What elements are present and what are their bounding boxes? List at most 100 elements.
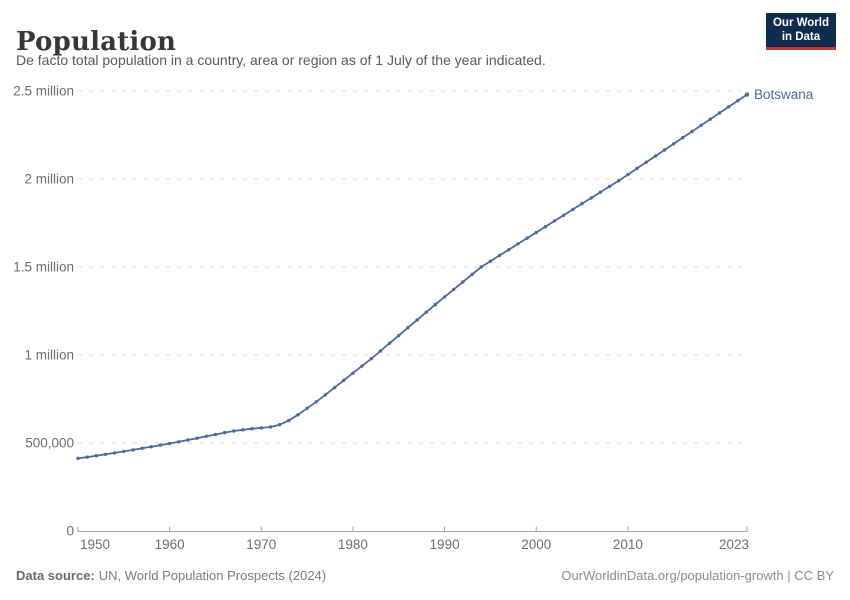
data-point[interactable] xyxy=(131,448,135,452)
x-axis-tick-label: 1960 xyxy=(155,537,185,552)
data-point[interactable] xyxy=(213,432,218,437)
data-point[interactable] xyxy=(580,201,584,206)
data-point[interactable] xyxy=(607,184,612,189)
data-point[interactable] xyxy=(699,123,703,128)
data-point[interactable] xyxy=(727,105,731,109)
data-point[interactable] xyxy=(617,179,621,183)
data-point[interactable] xyxy=(387,341,392,345)
data-point[interactable] xyxy=(653,154,658,158)
page-title: Population xyxy=(16,27,177,58)
y-axis-tick-label: 1 million xyxy=(24,348,74,363)
data-point[interactable] xyxy=(94,454,99,458)
x-axis-tick-label: 2000 xyxy=(521,537,551,552)
data-point[interactable] xyxy=(268,425,273,429)
data-point[interactable] xyxy=(76,456,80,460)
x-axis-tick-label: 2010 xyxy=(613,537,643,552)
data-point[interactable] xyxy=(204,434,208,438)
data-point[interactable] xyxy=(140,446,144,450)
data-point[interactable] xyxy=(543,225,548,229)
data-point[interactable] xyxy=(525,236,529,240)
data-point[interactable] xyxy=(452,287,456,292)
data-point[interactable] xyxy=(177,440,181,444)
x-axis-tick-label: 2023 xyxy=(719,537,749,552)
data-point[interactable] xyxy=(681,135,685,140)
y-axis-tick-label: 2.5 million xyxy=(13,84,74,99)
data-point[interactable] xyxy=(497,253,502,258)
data-point[interactable] xyxy=(296,413,300,417)
x-axis-tick-label: 1980 xyxy=(338,537,368,552)
data-point[interactable] xyxy=(589,196,593,200)
x-axis-tick-label: 1970 xyxy=(246,537,276,552)
data-point[interactable] xyxy=(305,406,309,410)
data-point[interactable] xyxy=(736,99,740,103)
data-point[interactable] xyxy=(332,385,337,390)
data-point[interactable] xyxy=(195,436,199,440)
data-point[interactable] xyxy=(122,449,126,454)
data-point[interactable] xyxy=(222,430,227,435)
data-point[interactable] xyxy=(470,272,474,277)
y-axis-tick-label: 500,000 xyxy=(25,436,74,451)
data-point[interactable] xyxy=(415,318,419,322)
data-point[interactable] xyxy=(571,207,575,212)
data-point[interactable] xyxy=(424,310,428,314)
data-point[interactable] xyxy=(461,280,465,284)
data-point[interactable] xyxy=(552,219,557,223)
chart-footer: Data source: UN, World Population Prospec… xyxy=(16,568,834,583)
data-point[interactable] xyxy=(167,441,172,446)
data-point[interactable] xyxy=(277,423,282,427)
data-point[interactable] xyxy=(442,295,447,299)
data-point[interactable] xyxy=(149,445,153,449)
data-point[interactable] xyxy=(259,426,263,430)
data-point[interactable] xyxy=(644,160,648,164)
data-point[interactable] xyxy=(708,117,712,121)
y-axis-tick-label: 2 million xyxy=(24,172,74,187)
data-point[interactable] xyxy=(534,230,538,235)
data-point[interactable] xyxy=(717,111,722,115)
data-point[interactable] xyxy=(158,443,163,447)
data-point[interactable] xyxy=(562,213,566,217)
owid-logo[interactable]: Our World in Data xyxy=(765,13,836,50)
attribution-link[interactable]: OurWorldinData.org/population-growth | C… xyxy=(561,568,834,583)
data-point[interactable] xyxy=(662,148,667,152)
data-point[interactable] xyxy=(598,190,603,194)
data-point[interactable] xyxy=(232,429,236,433)
data-point[interactable] xyxy=(690,129,694,134)
data-source: Data source: UN, World Population Prospec… xyxy=(16,568,326,583)
data-point[interactable] xyxy=(479,265,483,269)
data-point[interactable] xyxy=(433,302,438,307)
data-point[interactable] xyxy=(378,349,383,353)
data-point[interactable] xyxy=(241,428,245,432)
data-point[interactable] xyxy=(360,364,364,368)
data-point[interactable] xyxy=(351,371,355,375)
data-point[interactable] xyxy=(342,378,346,382)
data-point[interactable] xyxy=(314,400,318,404)
owid-logo-line1: Our World xyxy=(772,17,829,29)
data-point[interactable] xyxy=(103,452,108,456)
data-point[interactable] xyxy=(406,326,410,330)
owid-logo-line2: in Data xyxy=(781,30,821,43)
data-point[interactable] xyxy=(397,333,401,338)
data-point[interactable] xyxy=(516,242,520,246)
y-axis-tick-label: 1.5 million xyxy=(13,260,74,275)
data-point[interactable] xyxy=(323,393,328,397)
x-axis-tick-label: 1950 xyxy=(80,537,110,552)
data-point[interactable] xyxy=(507,248,511,252)
series-end-marker xyxy=(744,92,750,97)
data-point[interactable] xyxy=(287,418,291,423)
data-point[interactable] xyxy=(250,427,254,431)
data-point[interactable] xyxy=(186,438,190,442)
data-point[interactable] xyxy=(369,357,373,361)
data-source-label: Data source: xyxy=(16,568,95,583)
data-point[interactable] xyxy=(488,259,493,263)
data-point[interactable] xyxy=(672,142,676,146)
data-point[interactable] xyxy=(626,172,630,177)
data-point[interactable] xyxy=(113,451,117,455)
data-point[interactable] xyxy=(85,455,89,459)
data-point[interactable] xyxy=(635,166,639,171)
y-axis-tick-label: 0 xyxy=(66,524,74,539)
series-line[interactable] xyxy=(77,93,748,460)
series-entity-label[interactable]: Botswana xyxy=(754,87,814,102)
data-source-value: UN, World Population Prospects (2024) xyxy=(98,568,327,583)
chart-subtitle: De facto total population in a country, … xyxy=(16,52,546,68)
